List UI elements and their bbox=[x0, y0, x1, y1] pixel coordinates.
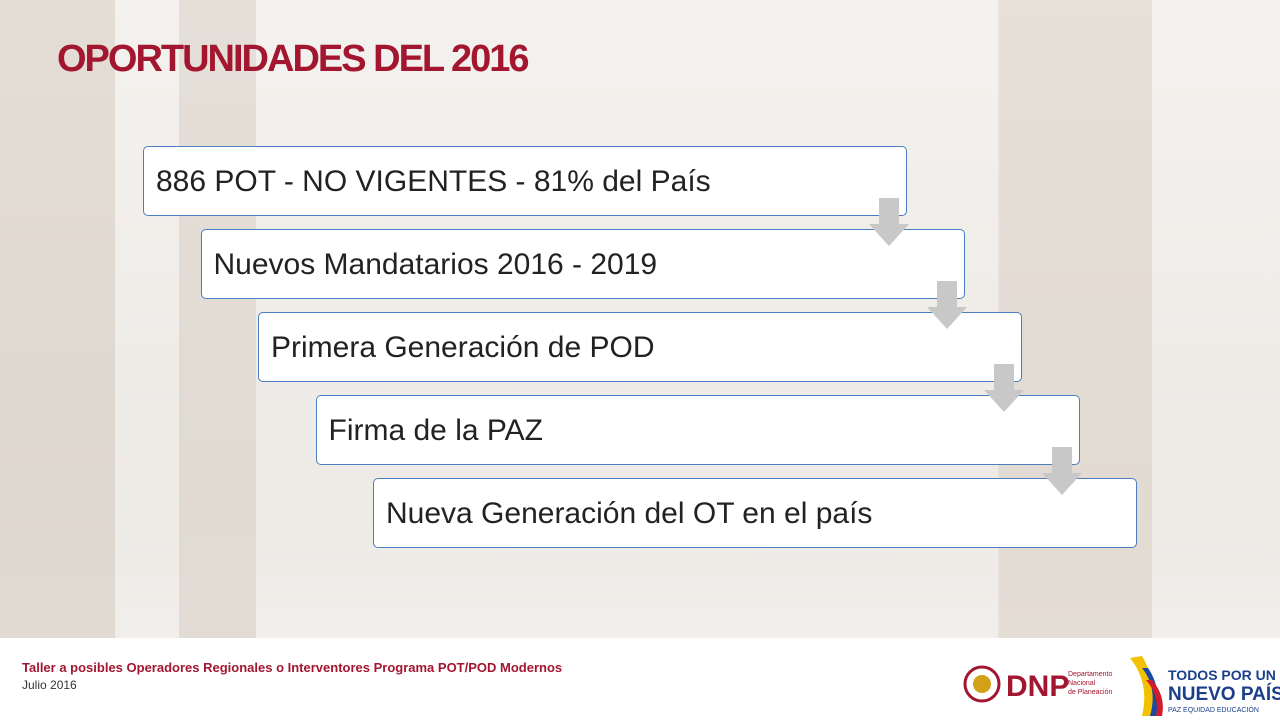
arrow bbox=[869, 198, 909, 246]
slogan-sub: PAZ EQUIDAD EDUCACIÓN bbox=[1168, 705, 1259, 714]
step: Nueva Generación del OT en el país bbox=[373, 478, 1137, 548]
title: OPORTUNIDADES DEL 2016 bbox=[57, 38, 530, 80]
step: Primera Generación de POD bbox=[258, 312, 1022, 382]
date: Julio 2016 bbox=[22, 678, 77, 692]
arrow bbox=[1041, 447, 1082, 495]
dnp-sub: Nacional bbox=[1068, 680, 1096, 687]
footer: Taller a posibles Operadores Regionales … bbox=[0, 638, 1280, 720]
arrow bbox=[984, 364, 1024, 412]
event: Taller a posibles Operadores Regionales … bbox=[22, 660, 563, 675]
logos: DNP Departamento Nacional de Planeación … bbox=[963, 656, 1280, 716]
dnp-sub: Departamento bbox=[1068, 671, 1112, 678]
step: Nuevos Mandatarios 2016 - 2019 bbox=[200, 229, 965, 299]
dnp: DNP bbox=[1006, 670, 1069, 703]
step: 886 POT - NO VIGENTES - 81% del País bbox=[143, 146, 907, 216]
dnp-sub: de Planeación bbox=[1068, 689, 1112, 696]
slogan: TODOS POR UN bbox=[1168, 667, 1276, 683]
arrow bbox=[926, 281, 967, 329]
slogan: NUEVO PAÍS bbox=[1168, 683, 1280, 705]
step: Firma de la PAZ bbox=[315, 395, 1080, 465]
